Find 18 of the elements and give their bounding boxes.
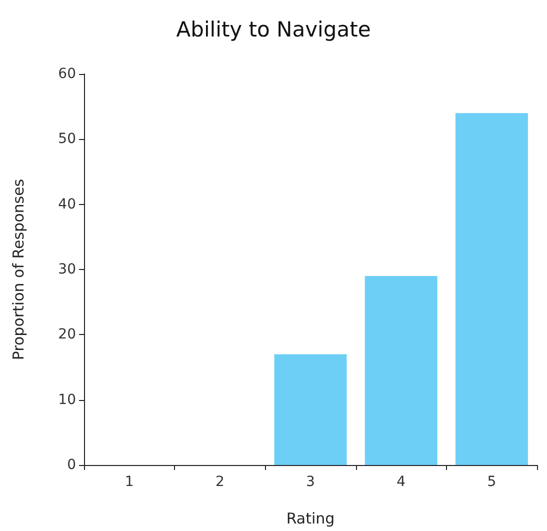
y-axis-title: Proportion of Responses (10, 178, 28, 360)
y-tick-label: 0 (67, 457, 76, 473)
y-tick-label: 60 (58, 66, 76, 82)
y-tick-label: 40 (58, 196, 76, 212)
bar (274, 354, 347, 465)
x-tick-label: 2 (215, 474, 224, 490)
y-tick-label: 30 (58, 262, 76, 278)
x-axis-title: Rating (286, 510, 335, 528)
y-tick-label: 50 (58, 131, 76, 148)
x-tick-label: 5 (487, 474, 496, 490)
x-tick-label: 3 (306, 474, 315, 490)
y-tick-label: 10 (58, 392, 76, 408)
y-tick-label: 20 (58, 326, 76, 343)
x-tick-label: 4 (396, 474, 406, 490)
bar (364, 276, 438, 465)
bar (455, 113, 528, 465)
chart-title: Ability to Navigate (176, 18, 371, 42)
x-tick-label: 1 (124, 474, 134, 490)
